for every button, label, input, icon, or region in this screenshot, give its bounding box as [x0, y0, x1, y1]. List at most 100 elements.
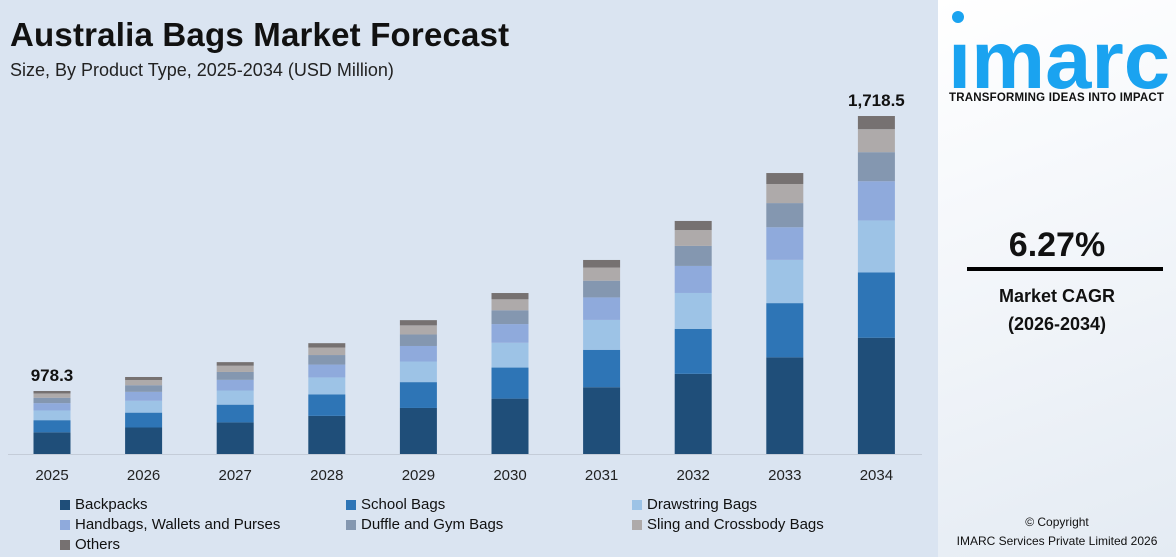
bar-segment-drawstring-bags	[33, 410, 71, 421]
cagr-value: 6.27%	[1008, 226, 1106, 264]
bar-segment-handbags-wallets-and-purses	[583, 297, 621, 320]
bar-segment-others	[125, 376, 163, 380]
cagr-label: Market CAGR	[998, 286, 1116, 306]
bar-segment-drawstring-bags	[216, 390, 254, 405]
bar-segment-others	[674, 220, 712, 231]
divider	[967, 267, 1163, 271]
x-tick-label: 2025	[35, 467, 68, 484]
bar-segment-handbags-wallets-and-purses	[216, 379, 254, 391]
bar-segment-sling-and-crossbody-bags	[125, 379, 163, 386]
legend-swatch	[632, 519, 642, 530]
legend-label: School Bags	[361, 496, 446, 513]
bar-segment-others	[308, 343, 346, 348]
legend-swatch	[60, 539, 70, 550]
bar-segment-duffle-and-gym-bags	[857, 152, 895, 182]
bar-segment-duffle-and-gym-bags	[583, 280, 621, 298]
bar-segment-drawstring-bags	[857, 220, 895, 273]
legend-swatch	[60, 499, 70, 510]
copyright: © Copyright	[1025, 515, 1089, 529]
bar-segment-school-bags	[766, 303, 804, 358]
bar-segment-others	[491, 293, 529, 300]
svg-text:ımarc: ımarc	[948, 15, 1170, 92]
bar-segment-sling-and-crossbody-bags	[857, 129, 895, 153]
bar-segment-school-bags	[674, 328, 712, 374]
info-panel: ımarc TRANSFORMING IDEAS INTO IMPACT 6.2…	[938, 0, 1176, 557]
bar-segment-handbags-wallets-and-purses	[857, 181, 895, 221]
bar-segment-sling-and-crossbody-bags	[308, 347, 346, 356]
legend-label: Others	[75, 536, 121, 553]
bar-segment-sling-and-crossbody-bags	[766, 183, 804, 204]
tagline: TRANSFORMING IDEAS INTO IMPACT	[949, 92, 1165, 104]
bar-segment-backpacks	[216, 422, 254, 454]
legend-item: Backpacks	[60, 496, 148, 513]
bar-segment-school-bags	[308, 394, 346, 416]
chart-subtitle: Size, By Product Type, 2025-2034 (USD Mi…	[10, 60, 394, 80]
bar-segment-handbags-wallets-and-purses	[674, 265, 712, 293]
bar-segment-duffle-and-gym-bags	[308, 355, 346, 365]
bar-segment-sling-and-crossbody-bags	[583, 267, 621, 281]
bar-segment-drawstring-bags	[766, 259, 804, 304]
legend-item: Sling and Crossbody Bags	[632, 516, 824, 533]
bar-segment-school-bags	[125, 412, 163, 428]
legend-item: Others	[60, 536, 120, 553]
bar-segment-duffle-and-gym-bags	[766, 203, 804, 228]
legend-label: Backpacks	[75, 496, 148, 513]
legend-item: School Bags	[346, 496, 445, 513]
x-tick-label: 2033	[768, 467, 801, 484]
bar-segment-drawstring-bags	[125, 400, 163, 413]
bar-segment-backpacks	[766, 357, 804, 454]
legend-label: Sling and Crossbody Bags	[647, 516, 824, 533]
bar-segment-backpacks	[399, 407, 437, 454]
legend-label: Drawstring Bags	[647, 496, 758, 513]
chart-title: Australia Bags Market Forecast	[10, 16, 510, 53]
bar-segment-others	[216, 362, 254, 366]
x-tick-label: 2029	[402, 467, 435, 484]
bar-segment-school-bags	[857, 272, 895, 338]
cagr-period: (2026-2034)	[1007, 314, 1107, 334]
bar-segment-backpacks	[125, 427, 163, 454]
bar-segment-school-bags	[216, 404, 254, 423]
bar-segment-others	[766, 173, 804, 184]
bar-segment-handbags-wallets-and-purses	[766, 227, 804, 260]
bar-segment-backpacks	[308, 415, 346, 454]
stacked-bar-chart: 2025 978.3 2026 2027 2028 2029 2030 2031 2032 203…	[8, 91, 922, 484]
bar-segment-handbags-wallets-and-purses	[308, 364, 346, 378]
legend-swatch	[632, 499, 642, 510]
x-tick-label: 2026	[127, 467, 160, 484]
bar-segment-backpacks	[491, 398, 529, 454]
bar-segment-school-bags	[583, 349, 621, 388]
bar-segment-duffle-and-gym-bags	[125, 385, 163, 392]
total-label: 1,718.5	[848, 91, 905, 110]
bar-segment-drawstring-bags	[491, 342, 529, 368]
bar-segment-backpacks	[583, 387, 621, 454]
bar-segment-handbags-wallets-and-purses	[125, 391, 163, 401]
x-tick-label: 2031	[585, 467, 618, 484]
bar-segment-backpacks	[674, 373, 712, 454]
x-tick-label: 2027	[219, 467, 252, 484]
x-tick-label: 2034	[860, 467, 893, 484]
bar-segment-handbags-wallets-and-purses	[491, 324, 529, 343]
bar-segment-drawstring-bags	[583, 319, 621, 350]
legend-label: Duffle and Gym Bags	[361, 516, 504, 533]
bar-segment-others	[33, 390, 71, 394]
bar-segment-duffle-and-gym-bags	[216, 371, 254, 380]
bar-segment-drawstring-bags	[308, 377, 346, 395]
x-tick-label: 2032	[677, 467, 710, 484]
x-tick-label: 2028	[310, 467, 343, 484]
bar-segment-sling-and-crossbody-bags	[216, 365, 254, 372]
bar-segment-backpacks	[33, 432, 71, 454]
bar-segment-drawstring-bags	[399, 361, 437, 383]
bar-segment-drawstring-bags	[674, 292, 712, 329]
bar-segment-handbags-wallets-and-purses	[33, 403, 71, 411]
bar-segment-backpacks	[857, 337, 895, 454]
imarc-logo: ımarc	[948, 11, 1170, 92]
bar-segment-sling-and-crossbody-bags	[33, 393, 71, 398]
bar-segment-sling-and-crossbody-bags	[674, 230, 712, 246]
bar-segment-sling-and-crossbody-bags	[399, 325, 437, 335]
total-label: 978.3	[31, 366, 74, 385]
legend-item: Handbags, Wallets and Purses	[60, 516, 280, 533]
bar-segment-duffle-and-gym-bags	[674, 245, 712, 266]
bar-segment-duffle-and-gym-bags	[399, 334, 437, 346]
copyright-company: IMARC Services Private Limited 2026	[956, 534, 1158, 548]
x-tick-label: 2030	[493, 467, 526, 484]
